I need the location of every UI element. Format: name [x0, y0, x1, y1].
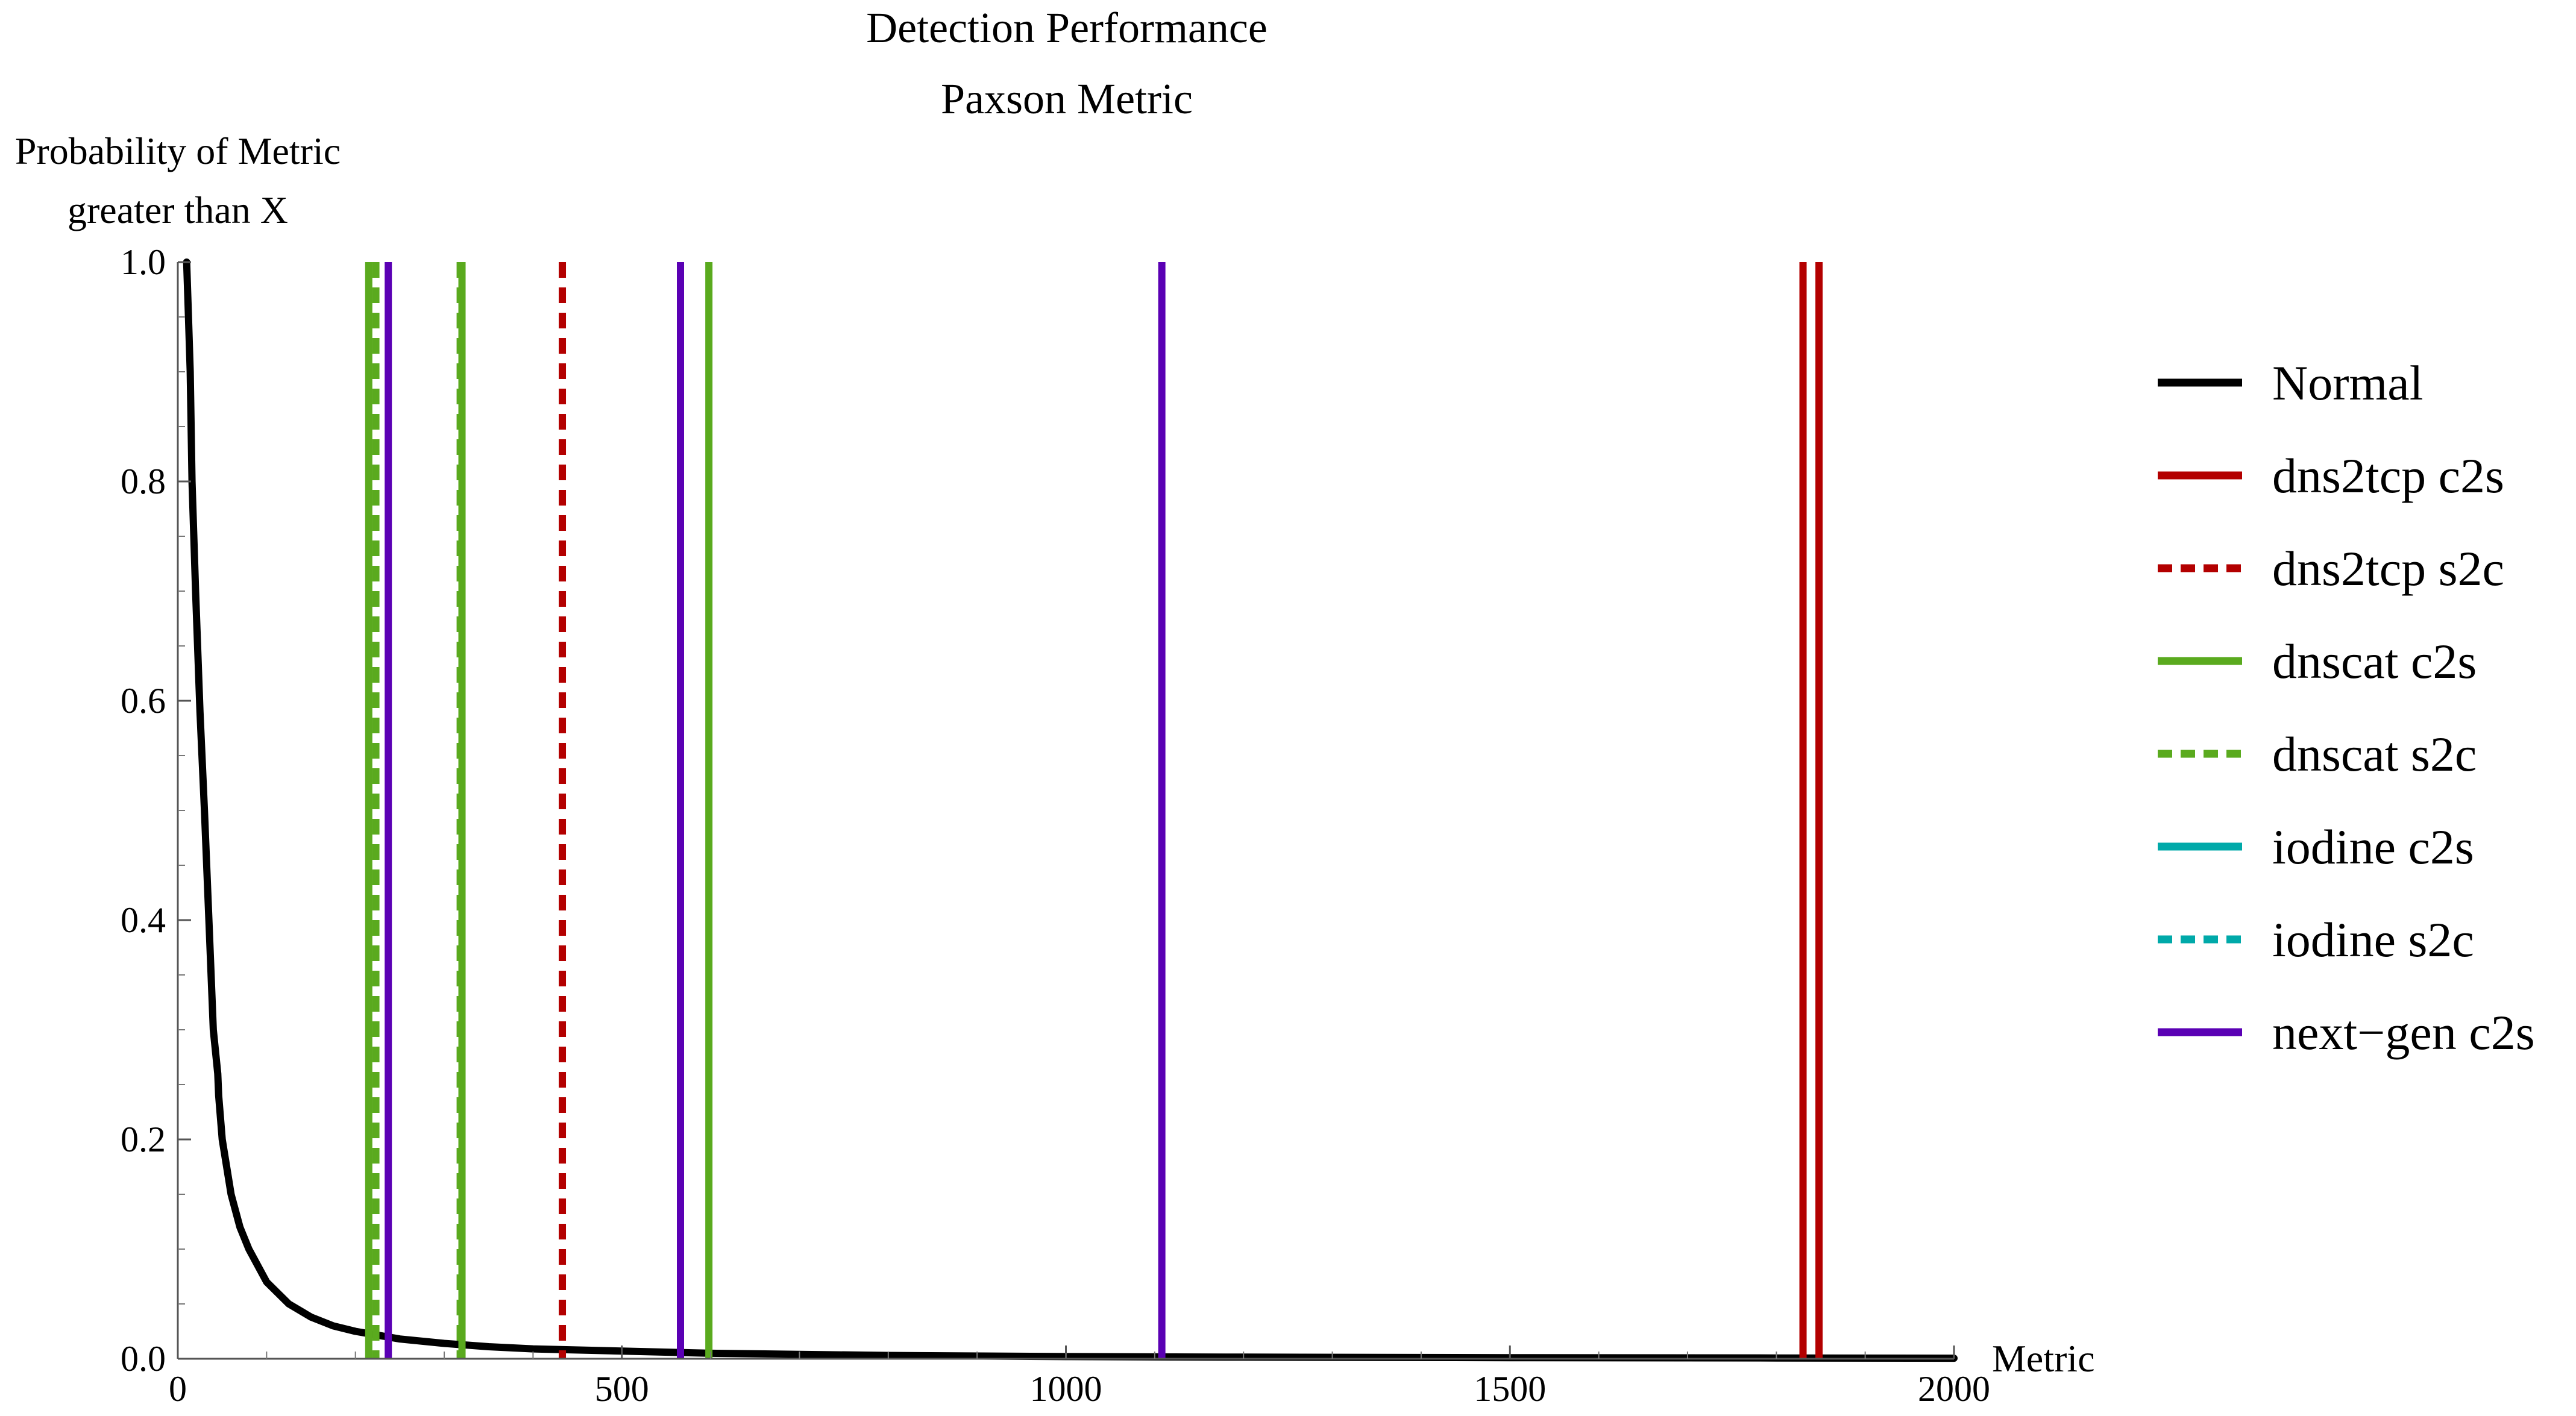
- y-axis-label-line-2: greater than X: [68, 189, 288, 231]
- y-tick-label-5: 1.0: [121, 242, 166, 282]
- x-tick-label-3: 1500: [1474, 1369, 1546, 1409]
- legend-label-2: dns2tcp s2c: [2272, 541, 2504, 596]
- x-tick-label-1: 500: [595, 1369, 649, 1409]
- y-tick-label-4: 0.8: [121, 462, 166, 501]
- legend-label-7: next−gen c2s: [2272, 1005, 2535, 1060]
- chart-title: Detection Performance: [866, 4, 1268, 52]
- axes: 0 500 1000 1500 2000 0.0 0.2 0.4 0.6 0.8 1.0: [121, 242, 1990, 1409]
- y-tick-label-2: 0.4: [121, 900, 166, 940]
- legend-label-1: dns2tcp c2s: [2272, 448, 2504, 503]
- y-tick-label-3: 0.6: [121, 681, 166, 721]
- plot-area: [183, 258, 1958, 1362]
- legend-label-6: iodine s2c: [2272, 912, 2474, 967]
- legend-label-5: iodine c2s: [2272, 819, 2474, 874]
- y-axis-label-line-1: Probability of Metric: [15, 130, 341, 172]
- x-tick-label-0: 0: [169, 1369, 187, 1409]
- y-tick-label-1: 0.2: [121, 1120, 166, 1159]
- legend-label-4: dnscat s2c: [2272, 727, 2477, 782]
- y-tick-label-0: 0.0: [121, 1339, 166, 1379]
- legend: Normal dns2tcp c2s dns2tcp s2c dnscat c2s dn…: [2158, 356, 2535, 1060]
- x-tick-label-4: 2000: [1918, 1369, 1990, 1409]
- legend-label-3: dnscat c2s: [2272, 634, 2477, 689]
- chart-subtitle: Paxson Metric: [941, 75, 1193, 123]
- legend-label-0: Normal: [2272, 356, 2423, 410]
- series-line-0: [183, 258, 1958, 1362]
- x-axis-label: Metric: [1992, 1337, 2095, 1380]
- x-tick-label-2: 1000: [1030, 1369, 1102, 1409]
